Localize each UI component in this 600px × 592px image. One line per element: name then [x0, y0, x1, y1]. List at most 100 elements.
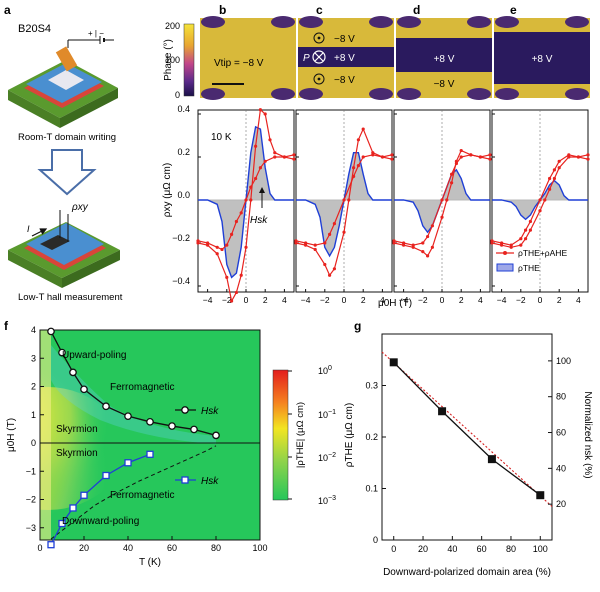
total-point-b-1-13 [273, 155, 277, 159]
device-measurement: I ρxy [8, 202, 120, 288]
total-point-b-0-5 [234, 290, 238, 295]
total-point-c-0-13 [390, 157, 394, 161]
total-point-c-0-4 [328, 273, 332, 277]
total-point-e-0-3 [519, 243, 523, 247]
hall-xtick-b-0: −4 [203, 295, 213, 305]
total-point-e-1-1 [500, 241, 504, 245]
out-of-plane-up-icon-2 [313, 73, 325, 85]
g-ytick-2: 0.2 [365, 432, 378, 442]
panel-g: g 0 20 40 60 80 100 0 0.1 0.2 0.3 20 40 60 80 100 ρTHE… [344, 319, 593, 578]
hall-panels: −4 −2 0 2 4 −4 −2 0 2 4 −4 −2 0 2 4 −4 −2 0 2 4 [196, 108, 590, 305]
d-middle-voltage: +8 V [434, 54, 455, 65]
total-point-b-0-12 [268, 138, 272, 142]
total-point-e-1-9 [557, 159, 561, 163]
g-ytick-1: 0.1 [365, 484, 378, 494]
total-point-c-1-10 [371, 153, 375, 157]
polarization-down-icon [312, 50, 326, 64]
total-point-e-1-11 [576, 155, 581, 159]
total-point-c-0-9 [356, 138, 360, 142]
hsk-down-point-0 [47, 541, 55, 549]
g-ylabel: ρTHE (μΩ cm) [344, 403, 355, 467]
total-point-c-0-8 [352, 166, 356, 170]
total-point-c-1-5 [332, 222, 336, 226]
total-point-b-1-14 [282, 155, 286, 159]
cbar-tick-2: 10−2 [318, 452, 336, 463]
total-point-d-0-4 [426, 254, 430, 258]
hsk-up-point-1 [58, 348, 66, 357]
hsk-label: Hsk [250, 215, 268, 226]
total-point-b-0-4 [230, 299, 234, 303]
g-y2label: Normalized nsk (%) [582, 391, 593, 478]
region-downward-poling: Downward-poling [62, 516, 139, 527]
f-ytick-5: −1 [26, 466, 36, 476]
f-ytick-4: 0 [31, 438, 36, 448]
g-y2tick-0: 20 [556, 499, 566, 509]
total-line-c-0 [295, 127, 393, 277]
the-fill-c [296, 152, 392, 256]
total-point-b-0-2 [215, 252, 219, 256]
total-point-d-0-13 [488, 157, 492, 161]
hsk-up-point-6 [146, 417, 154, 426]
f-ytick-6: −2 [26, 495, 36, 505]
pfm-image-d: +8 V −8 V [396, 16, 492, 100]
total-point-c-1-9 [361, 155, 365, 159]
f-xtick-4: 80 [211, 543, 221, 553]
total-point-b-1-11 [258, 166, 262, 170]
f-ytick-3: 1 [31, 410, 36, 420]
hsk-up-point-4 [102, 402, 110, 411]
total-line-b-1 [197, 154, 295, 251]
hsk-down-point-4 [102, 471, 110, 480]
hsk-down-point-1 [58, 519, 66, 528]
panel-a: a B20S4 + | − Room-T domain writing [4, 3, 123, 303]
g-xtick-3: 60 [477, 544, 487, 554]
total-point-c-1-7 [352, 174, 356, 178]
f-ytick-0: 4 [31, 325, 36, 335]
process-arrow [37, 149, 97, 196]
total-point-b-1-1 [206, 241, 210, 245]
total-point-d-1-9 [459, 155, 463, 159]
hall-xtick-c-4: 4 [380, 295, 385, 305]
total-point-b-1-4 [225, 243, 229, 247]
cbar-label: |ρTHE| (μΩ cm) [295, 402, 306, 468]
total-point-d-1-10 [469, 153, 473, 157]
total-point-b-0-11 [263, 112, 267, 116]
g-point-3 [536, 491, 545, 500]
total-point-b-0-3 [225, 275, 229, 279]
total-point-c-0-10 [361, 127, 365, 131]
total-point-c-0-6 [342, 230, 346, 234]
panel-label-f: f [4, 319, 9, 333]
panel-label-e: e [510, 3, 517, 17]
phase-tick-0: 0 [175, 90, 180, 100]
the-fill-d [394, 169, 490, 233]
g-y2tick-4: 100 [556, 356, 571, 366]
boundary-dashed-line [50, 445, 217, 540]
total-point-e-0-7 [543, 198, 547, 202]
total-point-d-1-12 [488, 153, 492, 157]
hall-panel-b: −4 −2 0 2 4 [196, 108, 296, 305]
legend-blue-label: ρTHE [518, 263, 540, 273]
hall-xtick-b-3: 2 [263, 295, 268, 305]
panel-label-d: d [413, 3, 420, 17]
total-point-d-1-2 [411, 243, 415, 247]
legend-red-label: ρTHE+ρAHE [518, 248, 567, 258]
caption-writing: Room-T domain writing [18, 132, 116, 143]
rho-label: ρxy [71, 202, 89, 213]
total-point-c-1-2 [313, 243, 317, 247]
the-colorbar: 100 10−1 10−2 10−3 |ρTHE| (μΩ cm) [272, 365, 336, 506]
total-point-d-0-6 [440, 215, 444, 219]
total-point-b-1-8 [244, 198, 248, 202]
total-point-d-0-5 [430, 245, 434, 249]
total-point-b-1-15 [292, 153, 296, 157]
total-point-c-0-5 [332, 267, 336, 271]
total-point-e-1-2 [509, 243, 513, 247]
hall-xtick-e-1: −2 [516, 295, 526, 305]
region-skyrmion-lower: Skyrmion [56, 448, 98, 459]
g-fit-line [381, 351, 553, 507]
total-point-b-0-13 [273, 151, 277, 155]
total-point-c-1-4 [328, 232, 332, 236]
total-point-d-1-0 [392, 239, 396, 243]
hall-xtick-e-4: 4 [576, 295, 581, 305]
total-point-b-0-15 [292, 157, 296, 161]
total-point-d-0-10 [459, 148, 463, 153]
